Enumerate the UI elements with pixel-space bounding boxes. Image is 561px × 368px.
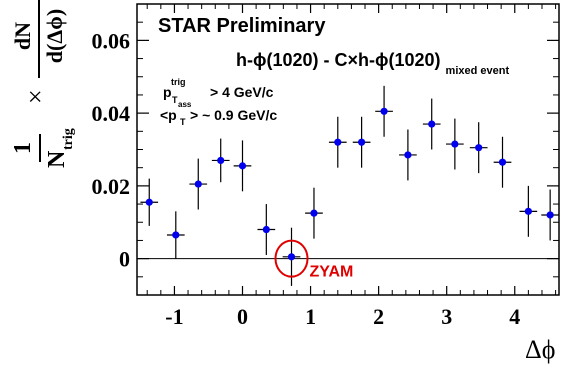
data-marker: [498, 158, 507, 166]
data-marker: [172, 231, 180, 239]
data-marker: [475, 144, 483, 152]
zyam-circle: [274, 239, 309, 278]
svg-text:> ~ 0.9 GeV/c: > ~ 0.9 GeV/c: [190, 107, 277, 123]
x-tick-label: 1: [305, 304, 316, 329]
data-point: [328, 116, 347, 168]
chart-subtitle-main: h-ϕ(1020) - C×h-ϕ(1020): [236, 50, 441, 70]
y-tick-label: 0.04: [92, 101, 131, 126]
data-point: [166, 211, 185, 259]
svg-text:<p: <p: [160, 107, 177, 123]
data-marker: [546, 211, 554, 219]
data-marker: [428, 120, 436, 128]
y-tick-label: 0: [119, 247, 130, 272]
data-point: [211, 138, 230, 183]
y-tick-label: 0.06: [92, 28, 131, 53]
cut-line-2: <p T > ~ 0.9 GeV/c: [160, 107, 277, 127]
data-point: [541, 189, 559, 241]
chart-title: STAR Preliminary: [158, 15, 326, 37]
svg-text:T: T: [172, 95, 178, 105]
x-tick-label: 0: [237, 304, 248, 329]
data-point: [469, 122, 488, 174]
svg-text:p: p: [163, 84, 172, 100]
data-marker: [145, 198, 153, 206]
svg-text:×: ×: [21, 89, 50, 104]
data-marker: [524, 207, 532, 215]
data-point: [305, 187, 323, 239]
x-tick-label: -1: [165, 304, 183, 329]
data-point: [399, 129, 417, 181]
x-tick-label: 3: [441, 304, 452, 329]
svg-text:> 4 GeV/c: > 4 GeV/c: [210, 84, 274, 100]
data-point: [233, 140, 252, 192]
data-point: [375, 85, 393, 137]
data-marker: [217, 156, 225, 165]
data-marker: [451, 140, 459, 148]
data-point: [257, 204, 276, 255]
data-marker: [358, 138, 366, 146]
x-axis-label: Δϕ: [525, 335, 555, 364]
y-axis-label: 1 N trig × dN d(Δϕ): [10, 0, 76, 168]
data-marker: [334, 138, 342, 146]
svg-text:dN: dN: [10, 22, 35, 50]
axes: -1 0 1 2 3 4 0 0.02 0.04 0.06: [92, 3, 559, 329]
y-tick-label: 0.02: [92, 174, 131, 199]
chart-subtitle: h-ϕ(1020) - C×h-ϕ(1020) mixed event: [236, 50, 509, 77]
data-marker: [310, 209, 318, 217]
svg-text:T: T: [180, 117, 186, 127]
data-point: [352, 116, 371, 168]
data-marker: [262, 225, 270, 234]
svg-text:1: 1: [10, 142, 36, 154]
data-marker: [380, 107, 388, 115]
svg-text:trig: trig: [171, 77, 186, 87]
cut-line-1: p trig T ass > 4 GeV/c: [163, 77, 274, 109]
data-point: [493, 136, 512, 188]
chart-subtitle-sub: mixed event: [446, 65, 510, 77]
data-point: [189, 158, 208, 210]
data-point: [140, 178, 159, 226]
svg-text:trig: trig: [61, 128, 76, 150]
data-point: [519, 185, 538, 237]
svg-text:ass: ass: [178, 100, 192, 109]
data-marker: [404, 151, 412, 159]
data-marker: [238, 162, 247, 170]
svg-text:d(Δϕ): d(Δϕ): [42, 9, 67, 63]
svg-text:N: N: [44, 150, 70, 168]
data-point: [422, 98, 441, 150]
x-tick-label: 4: [509, 304, 520, 329]
data-marker: [194, 180, 202, 188]
plot-frame: [136, 3, 560, 296]
zyam-label: ZYAM: [310, 264, 354, 281]
x-tick-label: 2: [373, 304, 384, 329]
data-marker: [287, 253, 296, 261]
data-point: [446, 118, 464, 170]
